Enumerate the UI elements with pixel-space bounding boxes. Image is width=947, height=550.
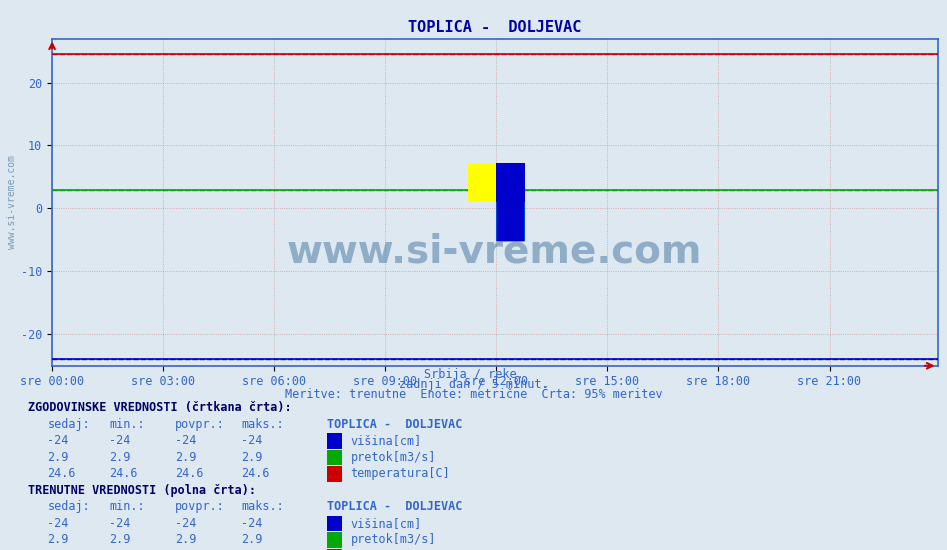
Text: maks.:: maks.: xyxy=(241,418,284,431)
Text: Srbija / reke.: Srbija / reke. xyxy=(423,368,524,381)
Text: 2.9: 2.9 xyxy=(241,534,263,546)
Bar xyxy=(468,163,496,202)
Text: min.:: min.: xyxy=(109,418,145,431)
Text: -24: -24 xyxy=(109,517,131,530)
Text: min.:: min.: xyxy=(109,500,145,513)
Text: 2.9: 2.9 xyxy=(47,534,69,546)
Text: www.si-vreme.com: www.si-vreme.com xyxy=(8,155,17,249)
Polygon shape xyxy=(496,163,525,241)
Text: www.si-vreme.com: www.si-vreme.com xyxy=(287,232,703,270)
Text: -24: -24 xyxy=(241,434,263,447)
Text: 24.6: 24.6 xyxy=(241,468,270,480)
Text: TRENUTNE VREDNOSTI (polna črta):: TRENUTNE VREDNOSTI (polna črta): xyxy=(28,484,257,497)
Text: sedaj:: sedaj: xyxy=(47,500,90,513)
Text: -24: -24 xyxy=(175,434,197,447)
Text: TOPLICA -  DOLJEVAC: TOPLICA - DOLJEVAC xyxy=(327,500,462,513)
Text: 2.9: 2.9 xyxy=(47,451,69,464)
Text: 2.9: 2.9 xyxy=(175,534,197,546)
Text: 2.9: 2.9 xyxy=(241,451,263,464)
Text: TOPLICA -  DOLJEVAC: TOPLICA - DOLJEVAC xyxy=(327,418,462,431)
Bar xyxy=(496,163,525,202)
Bar xyxy=(496,202,525,241)
Title: TOPLICA -  DOLJEVAC: TOPLICA - DOLJEVAC xyxy=(408,20,581,35)
Text: pretok[m3/s]: pretok[m3/s] xyxy=(350,534,436,546)
Text: -24: -24 xyxy=(47,517,69,530)
Text: -24: -24 xyxy=(47,434,69,447)
Text: ZGODOVINSKE VREDNOSTI (črtkana črta):: ZGODOVINSKE VREDNOSTI (črtkana črta): xyxy=(28,402,292,414)
Text: povpr.:: povpr.: xyxy=(175,418,225,431)
Text: zadnji dan / 5 minut.: zadnji dan / 5 minut. xyxy=(399,378,548,390)
Text: 2.9: 2.9 xyxy=(109,451,131,464)
Text: -24: -24 xyxy=(241,517,263,530)
Text: pretok[m3/s]: pretok[m3/s] xyxy=(350,451,436,464)
Text: povpr.:: povpr.: xyxy=(175,500,225,513)
Text: Meritve: trenutne  Enote: metrične  Črta: 95% meritev: Meritve: trenutne Enote: metrične Črta: … xyxy=(285,388,662,400)
Text: -24: -24 xyxy=(109,434,131,447)
Text: višina[cm]: višina[cm] xyxy=(350,434,421,447)
Text: višina[cm]: višina[cm] xyxy=(350,517,421,530)
Text: 24.6: 24.6 xyxy=(175,468,204,480)
Text: temperatura[C]: temperatura[C] xyxy=(350,468,450,480)
Text: 2.9: 2.9 xyxy=(175,451,197,464)
Text: sedaj:: sedaj: xyxy=(47,418,90,431)
Text: -24: -24 xyxy=(175,517,197,530)
Text: 24.6: 24.6 xyxy=(109,468,137,480)
Text: 24.6: 24.6 xyxy=(47,468,76,480)
Text: 2.9: 2.9 xyxy=(109,534,131,546)
Text: maks.:: maks.: xyxy=(241,500,284,513)
